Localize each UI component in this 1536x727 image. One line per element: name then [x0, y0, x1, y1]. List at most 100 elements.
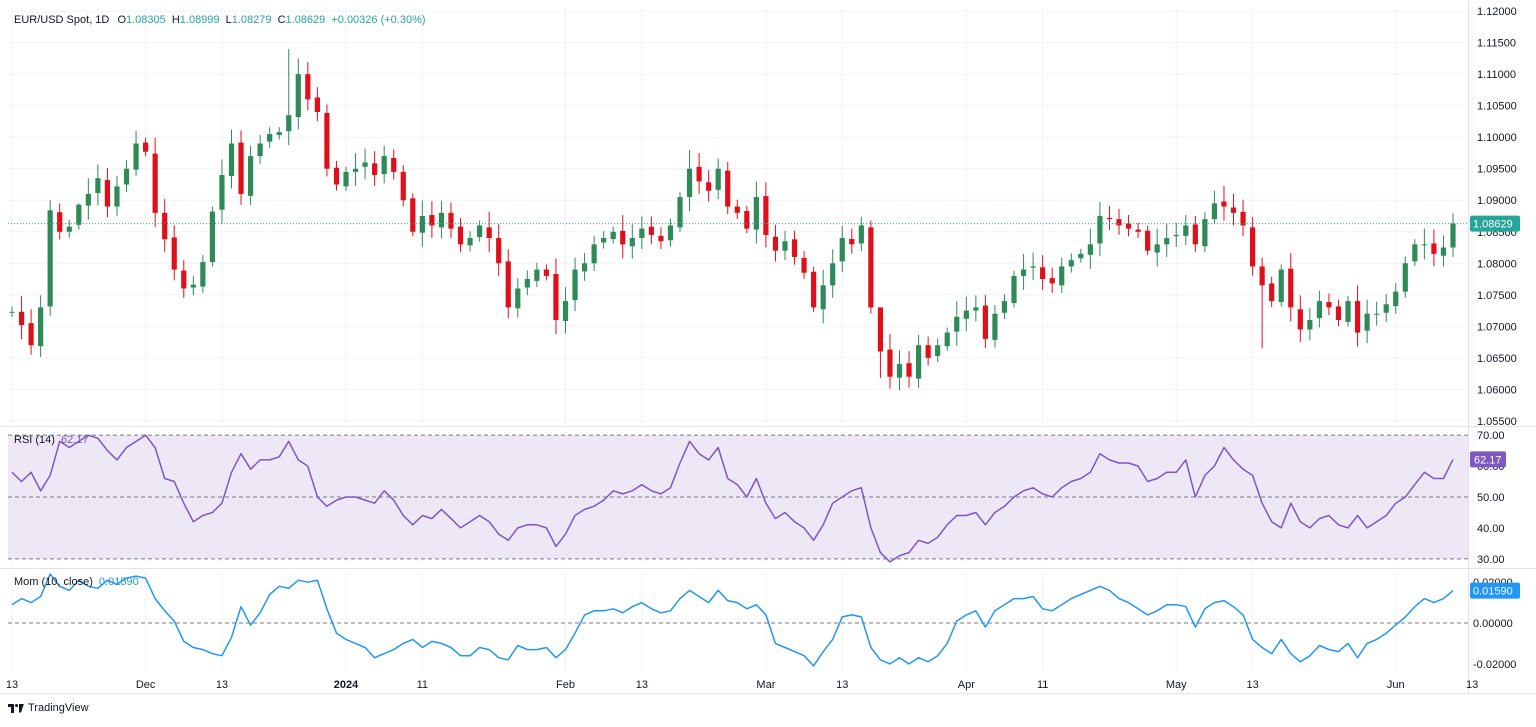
candle — [1278, 264, 1284, 307]
tradingview-logo-icon — [8, 703, 24, 713]
candle-body — [400, 171, 406, 201]
candle — [954, 301, 960, 346]
candle — [763, 182, 769, 248]
price-tick-label: 1.06500 — [1477, 353, 1517, 365]
candle — [744, 205, 750, 234]
mom-line — [11, 573, 1454, 667]
candle — [1240, 199, 1246, 237]
low-value: 1.08279 — [231, 14, 272, 26]
time-tick-label: Dec — [136, 679, 156, 691]
candle — [123, 160, 130, 193]
candle-body — [295, 74, 301, 118]
candle-body — [1383, 304, 1389, 313]
candle-body — [95, 178, 101, 193]
candle — [1192, 215, 1198, 253]
candle — [782, 230, 788, 260]
candle — [38, 295, 44, 358]
candle — [1393, 283, 1399, 314]
candle-body — [486, 227, 492, 239]
candle-body — [200, 262, 206, 287]
candle — [887, 333, 893, 389]
symbol-legend: EUR/USD Spot, 1D O1.08305 H1.08999 L1.08… — [14, 13, 429, 27]
candle — [696, 152, 702, 194]
candle — [171, 225, 177, 281]
tradingview-brand[interactable]: TradingView — [8, 702, 89, 714]
candle — [572, 257, 578, 312]
candle-body — [820, 285, 826, 310]
candle — [200, 255, 206, 293]
candle-body — [429, 215, 435, 226]
price-tick-label: 1.09500 — [1477, 164, 1517, 176]
candle — [1431, 229, 1437, 267]
mom-last-value: 0.01590 — [1473, 586, 1513, 598]
time-tick-label: 13 — [216, 679, 228, 691]
candle — [1097, 202, 1103, 256]
candle — [1049, 267, 1055, 293]
candle — [47, 199, 53, 316]
time-tick-label: 13 — [1246, 679, 1258, 691]
candle — [1030, 252, 1036, 281]
candle — [610, 226, 616, 244]
candle-body — [715, 168, 721, 190]
candle — [811, 266, 817, 312]
candle-body — [219, 175, 225, 210]
candle-body — [763, 196, 769, 235]
candle-body — [725, 170, 731, 207]
candle-body — [1307, 320, 1313, 330]
candle-body — [1335, 306, 1342, 320]
candle-body — [1402, 263, 1408, 292]
candle — [467, 231, 473, 252]
candle-body — [1374, 313, 1380, 315]
last-price-tag — [1470, 215, 1520, 232]
candle-body — [572, 269, 578, 301]
rsi-tick-label: 40.00 — [1477, 523, 1505, 535]
candle-body — [1440, 247, 1447, 256]
candle — [1183, 215, 1189, 246]
candle — [143, 137, 149, 157]
candle — [238, 130, 244, 205]
candle-body — [534, 269, 540, 281]
candle — [352, 153, 359, 186]
candle — [1068, 253, 1074, 273]
candle — [849, 228, 855, 254]
candle — [1211, 190, 1218, 224]
candle — [1116, 208, 1122, 235]
rsi-tick-label: 30.00 — [1477, 554, 1505, 566]
candle — [515, 278, 521, 318]
candle — [1421, 228, 1427, 260]
candle — [543, 264, 550, 281]
candle — [1440, 235, 1447, 267]
candle — [1020, 253, 1027, 290]
candle-body — [1288, 268, 1294, 308]
change-value: +0.00326 (+0.30%) — [331, 14, 426, 26]
candle-body — [1125, 223, 1132, 229]
candle — [534, 262, 540, 288]
candle — [858, 216, 864, 252]
candle-body — [419, 216, 425, 233]
time-tick-label: 11 — [1037, 679, 1048, 691]
candle — [324, 104, 330, 177]
candle-body — [639, 228, 645, 239]
candle — [562, 287, 569, 334]
candle-body — [352, 168, 359, 172]
candle-body — [849, 239, 855, 245]
candle-body — [696, 166, 702, 182]
candle — [706, 170, 712, 202]
candle-body — [1364, 313, 1370, 331]
candle-body — [1412, 244, 1418, 262]
candle-body — [782, 241, 788, 251]
candle — [66, 219, 72, 238]
candle-body — [954, 316, 960, 332]
close-label: C — [277, 14, 286, 26]
candle — [982, 295, 988, 349]
candle — [992, 305, 998, 348]
candle-body — [1211, 203, 1218, 220]
candle — [1288, 252, 1294, 322]
rsi-tick-label: 50.00 — [1477, 492, 1505, 504]
candle-body — [686, 168, 693, 198]
time-tick-label: Apr — [958, 679, 975, 691]
candle-body — [133, 143, 139, 170]
candle-body — [477, 225, 483, 238]
